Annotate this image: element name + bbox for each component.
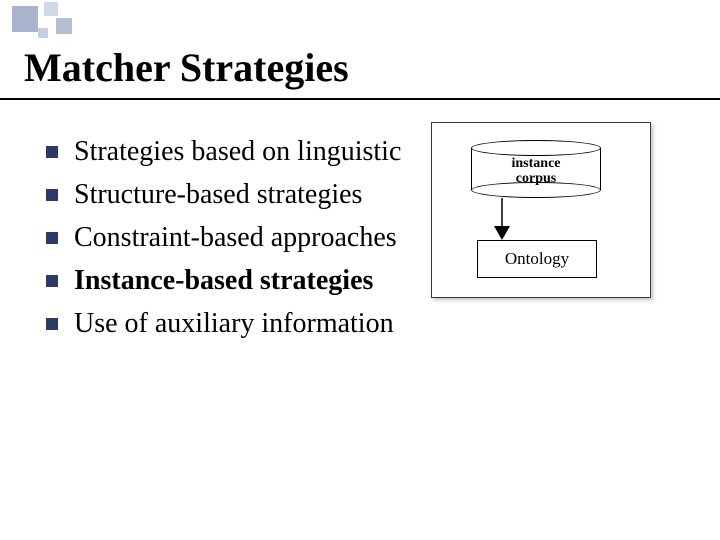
slide: Matcher Strategies Strategies based on l… [0, 0, 720, 540]
bullet-text: Instance-based strategies [74, 265, 373, 297]
cylinder-shape: instance corpus [471, 140, 601, 198]
decor-square [44, 2, 58, 16]
bullet-list: Strategies based on linguistic Structure… [46, 130, 466, 345]
list-item: Constraint-based approaches [46, 216, 466, 259]
slide-title: Matcher Strategies [24, 44, 349, 91]
bullet-marker-icon [46, 275, 58, 287]
bullet-marker-icon [46, 146, 58, 158]
ontology-label: Ontology [505, 249, 569, 269]
decor-square [12, 6, 38, 32]
title-underline [0, 98, 720, 100]
bullet-marker-icon [46, 232, 58, 244]
list-item: Instance-based strategies [46, 259, 466, 302]
list-item: Structure-based strategies [46, 173, 466, 216]
list-item: Use of auxiliary information [46, 302, 466, 345]
bullet-marker-icon [46, 189, 58, 201]
cylinder-label: instance corpus [471, 156, 601, 186]
bullet-text: Constraint-based approaches [74, 222, 397, 254]
cylinder-top [471, 140, 601, 156]
cylinder-label-line2: corpus [516, 171, 556, 186]
decor-square [38, 28, 48, 38]
bullet-text: Structure-based strategies [74, 179, 362, 211]
arrow-down-icon [487, 198, 517, 240]
bullet-marker-icon [46, 318, 58, 330]
list-item: Strategies based on linguistic [46, 130, 466, 173]
cylinder-label-line1: instance [512, 156, 561, 171]
bullet-text: Strategies based on linguistic [74, 136, 401, 168]
decor-square [56, 18, 72, 34]
bullet-text: Use of auxiliary information [74, 308, 394, 340]
ontology-box: Ontology [477, 240, 597, 278]
